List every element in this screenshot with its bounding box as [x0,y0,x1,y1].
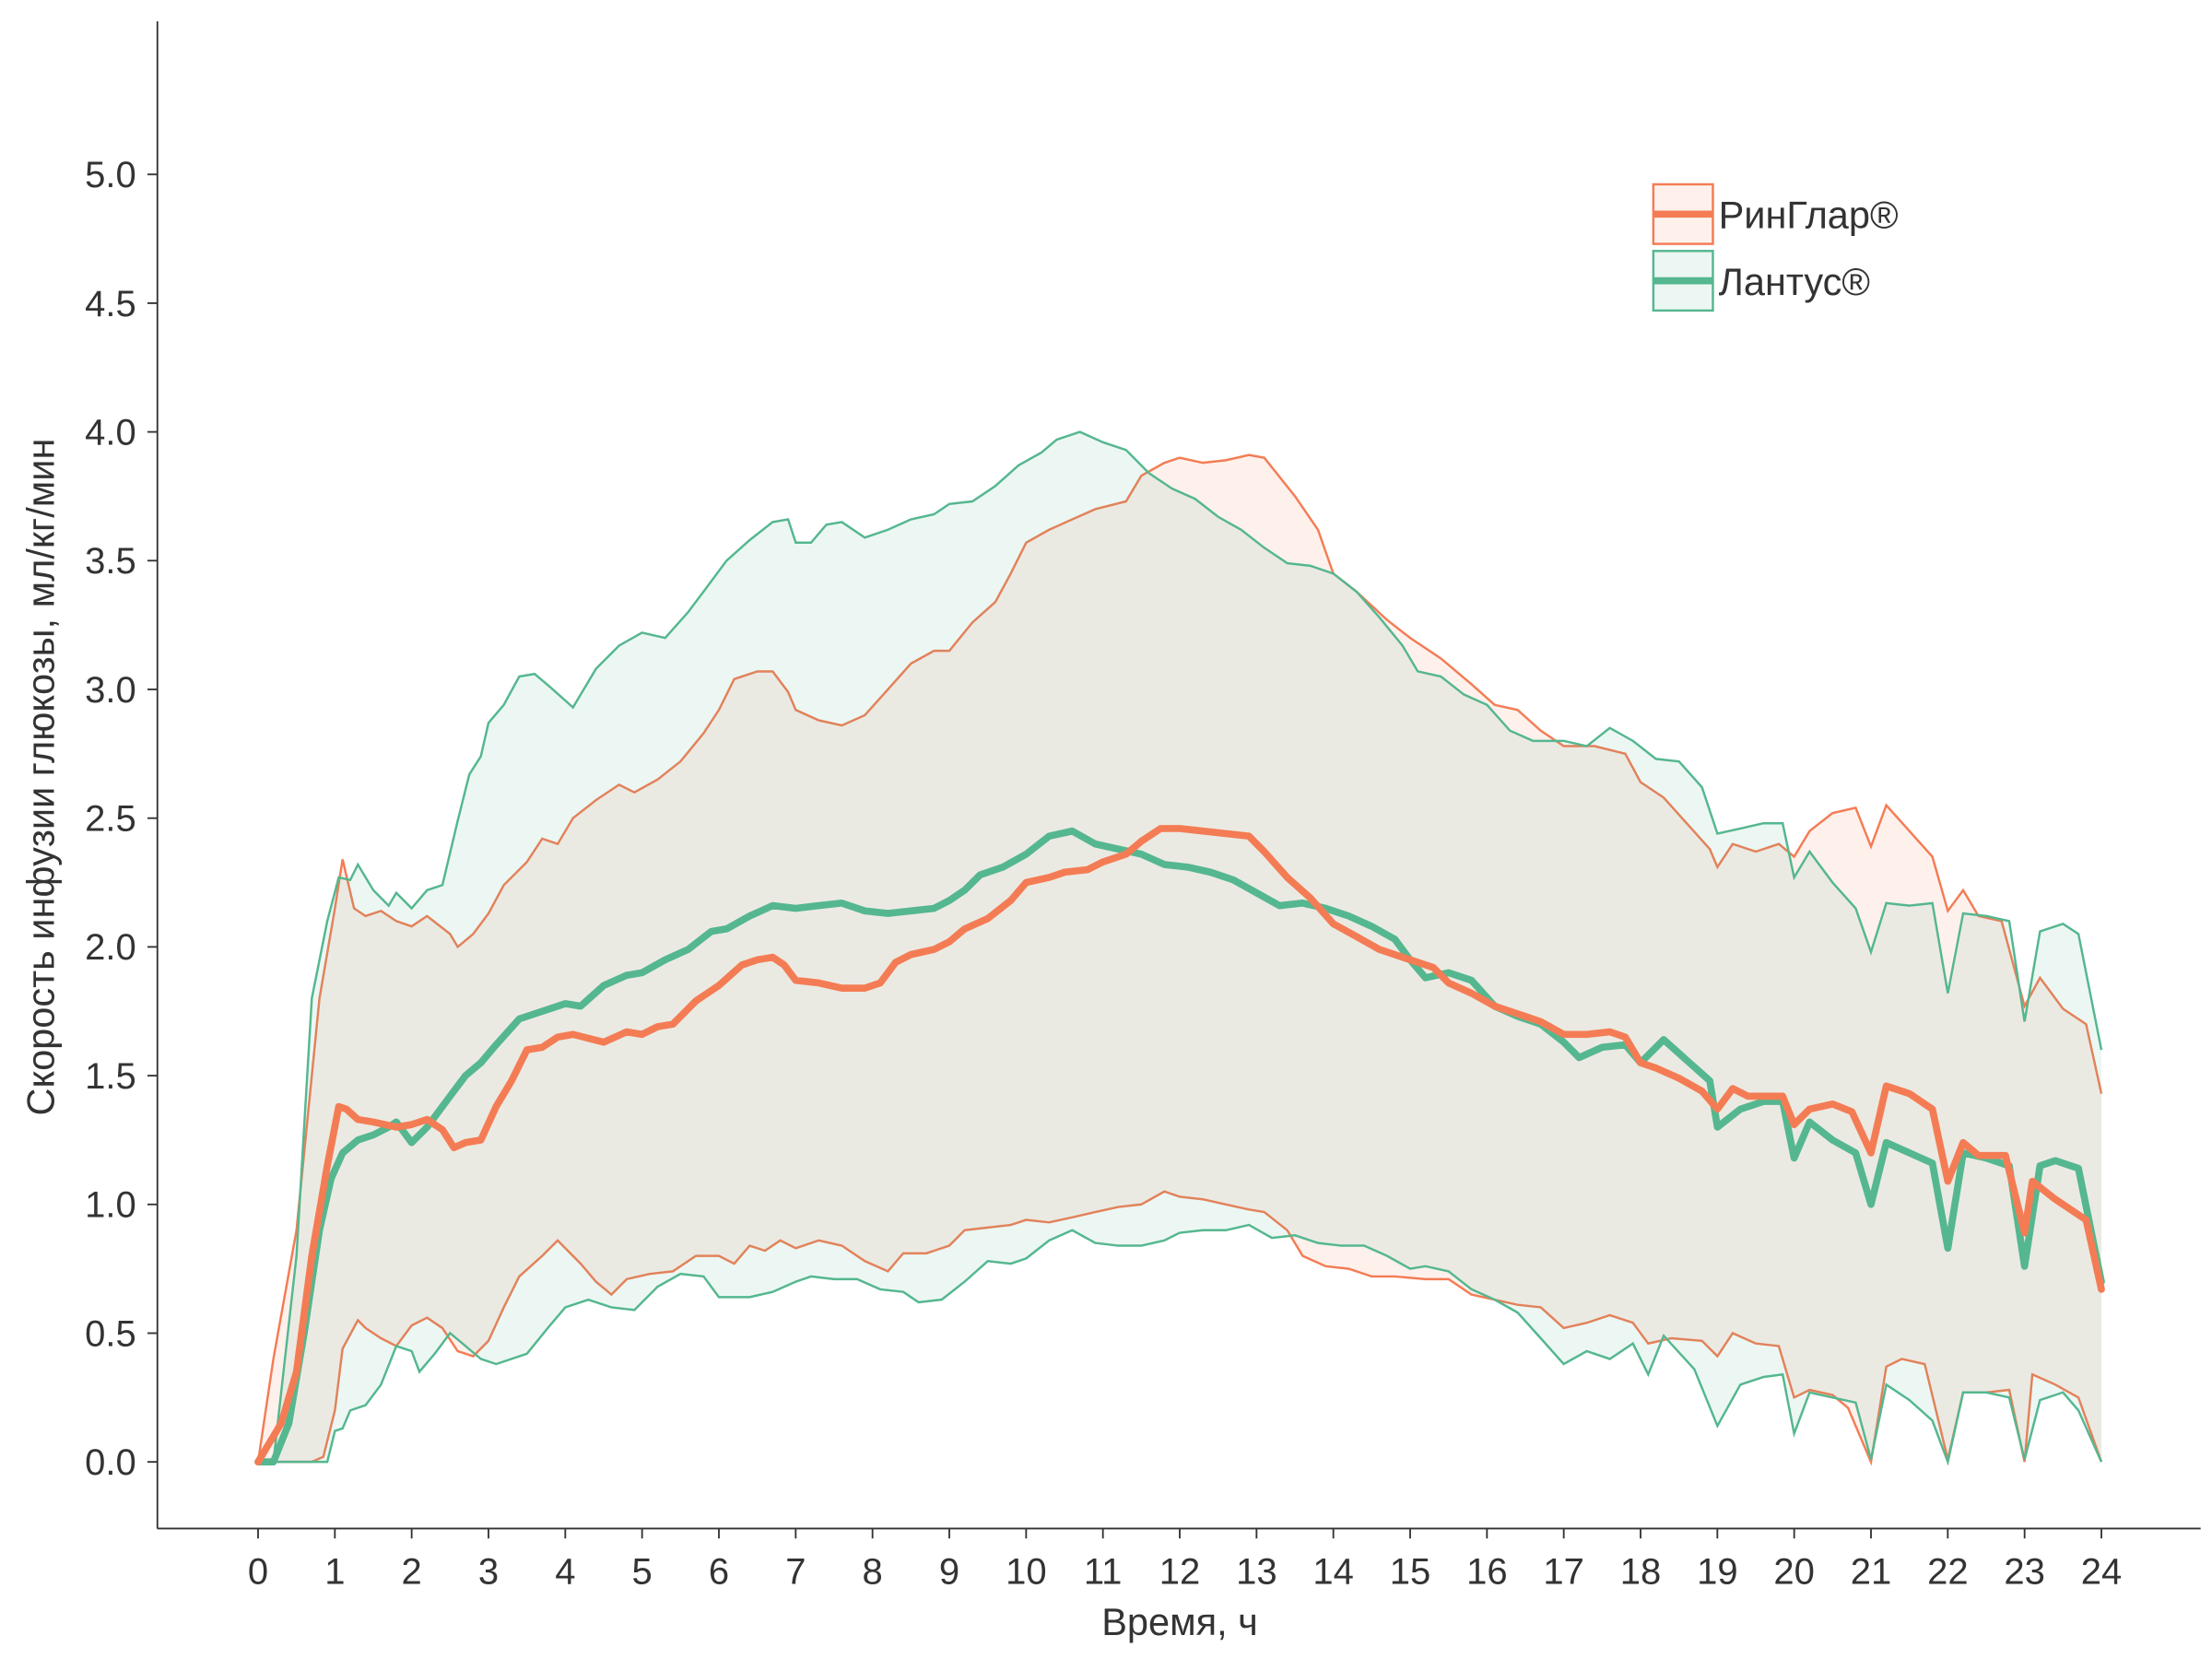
y-tick-label: 1.5 [85,1056,136,1097]
y-tick-label: 1.0 [85,1185,136,1226]
x-tick-label: 16 [1466,1551,1508,1592]
x-tick-label: 2 [402,1551,422,1592]
lantus-upper-bound-line [258,430,2103,1464]
y-axis-ticks: 0.0 0.5 1.0 1.5 2.0 2.5 3.0 3.5 4.0 4.5 5.0 [85,155,158,1483]
x-tick-label: 15 [1390,1551,1431,1592]
x-tick-label: 0 [248,1551,268,1592]
lantus-band-fill [258,431,2101,1463]
x-tick-label: 22 [1927,1551,1969,1592]
x-tick-label: 18 [1620,1551,1662,1592]
x-tick-label: 24 [2081,1551,2123,1592]
ringlar-mean-line [254,825,2105,1465]
confidence-bands [256,430,2103,1466]
x-tick-label: 12 [1159,1551,1201,1592]
x-tick-label: 3 [478,1551,499,1592]
x-tick-label: 10 [1006,1551,1046,1592]
y-tick-label: 0.5 [85,1313,136,1354]
lantus-legend-label: Лантус® [1719,260,1870,303]
ringlar-upper-bound-line [256,453,2103,1463]
x-axis-ticks: 0 1 2 3 4 5 6 7 8 9 10 11 12 13 14 15 16 17 18 19 20 21 22 23 24 [248,1528,2122,1592]
lantus-lower-bound-line [258,1223,2103,1466]
x-tick-label: 4 [555,1551,575,1592]
x-tick-label: 23 [2004,1551,2045,1592]
x-tick-label: 13 [1236,1551,1277,1592]
x-tick-label: 5 [632,1551,653,1592]
lantus-mean-line [254,827,2105,1465]
series-lines [254,825,2105,1465]
y-tick-label: 4.0 [85,412,136,453]
x-tick-label: 21 [1851,1551,1892,1592]
x-tick-label: 8 [863,1551,883,1592]
x-tick-label: 14 [1312,1551,1354,1592]
x-tick-label: 11 [1084,1551,1123,1592]
legend: РинГлар® Лантус® [1652,182,1899,312]
x-tick-label: 20 [1773,1551,1815,1592]
ringlar-lower-bound-line [258,1190,2103,1466]
x-tick-label: 7 [785,1551,806,1592]
y-axis-label: Скорость инфузии глюкозы, мл/кг/мин [18,439,62,1116]
y-tick-label: 0.0 [85,1442,136,1483]
x-axis-label: Время, ч [1101,1600,1258,1643]
ringlar-legend-label: РинГлар® [1719,194,1899,237]
y-tick-label: 2.5 [85,799,136,840]
x-tick-label: 6 [709,1551,729,1592]
x-tick-label: 17 [1543,1551,1584,1592]
y-tick-label: 3.0 [85,670,136,711]
x-tick-label: 1 [324,1551,345,1592]
y-tick-label: 5.0 [85,155,136,195]
y-tick-label: 2.0 [85,927,136,968]
x-tick-label: 19 [1697,1551,1738,1592]
ringlar-band-fill [258,454,2101,1463]
y-tick-label: 4.5 [85,284,136,324]
y-tick-label: 3.5 [85,541,136,582]
x-tick-label: 9 [939,1551,959,1592]
